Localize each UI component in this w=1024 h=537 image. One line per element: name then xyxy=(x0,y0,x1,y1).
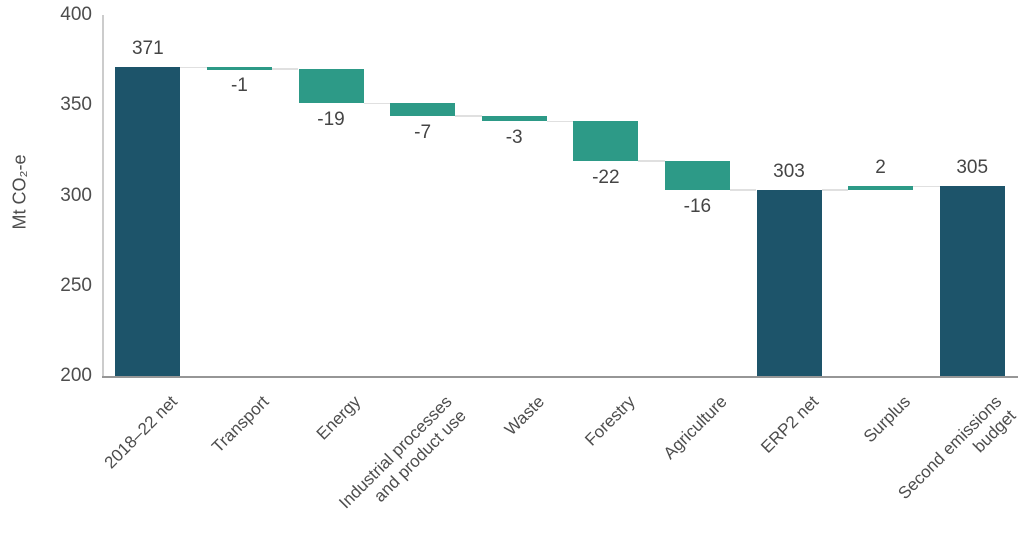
bar-value-label: -3 xyxy=(505,127,523,149)
connector-line xyxy=(363,102,391,105)
bar-value-label: 371 xyxy=(131,38,164,60)
bar-total xyxy=(939,186,1005,376)
x-tick-label: Transport xyxy=(208,392,273,457)
bar-change xyxy=(848,186,914,191)
connector-line xyxy=(913,185,940,188)
connector-line xyxy=(546,120,574,123)
connector-line xyxy=(821,189,849,191)
bar-change xyxy=(298,69,364,104)
bar-change xyxy=(390,103,456,117)
bar-value-label: -19 xyxy=(317,109,345,131)
bar-change xyxy=(573,121,639,162)
y-axis-title: Mt CO₂-e xyxy=(9,154,30,230)
bar-value-label: -1 xyxy=(230,75,248,97)
bar-change xyxy=(481,116,547,122)
connector-line xyxy=(455,115,482,117)
x-tick-label: Waste xyxy=(500,392,548,440)
y-tick-label: 300 xyxy=(60,184,92,206)
bar-value-label: -7 xyxy=(414,122,432,144)
bar-total xyxy=(756,190,822,376)
connector-line xyxy=(180,66,207,69)
x-tick-label: Surplus xyxy=(859,392,915,447)
connector-line xyxy=(271,68,299,70)
x-tick-label: Second emissions budget xyxy=(894,392,1021,503)
bar-value-label: 303 xyxy=(773,161,805,183)
bar-value-label: 305 xyxy=(956,157,989,179)
bar-change xyxy=(206,67,272,70)
x-tick-label: ERP2 net xyxy=(757,392,823,457)
bar-total xyxy=(115,67,181,376)
connector-line xyxy=(638,160,665,162)
connector-line xyxy=(729,189,757,191)
x-tick-label: Forestry xyxy=(581,392,640,450)
y-tick-label: 200 xyxy=(60,365,92,386)
x-tick-label: Energy xyxy=(312,392,365,444)
y-tick-label: 350 xyxy=(60,94,92,116)
x-tick-label: Agriculture xyxy=(659,392,731,463)
y-axis-line xyxy=(102,15,104,376)
x-axis-baseline xyxy=(102,376,1018,378)
bar-value-label: -22 xyxy=(592,167,620,189)
y-tick-label: 250 xyxy=(60,274,92,296)
bar-value-label: 2 xyxy=(875,157,886,179)
x-tick-label: 2018–22 net xyxy=(100,392,182,473)
bar-change xyxy=(664,161,730,191)
bar-value-label: -16 xyxy=(683,196,712,218)
y-tick-label: 400 xyxy=(60,4,92,25)
